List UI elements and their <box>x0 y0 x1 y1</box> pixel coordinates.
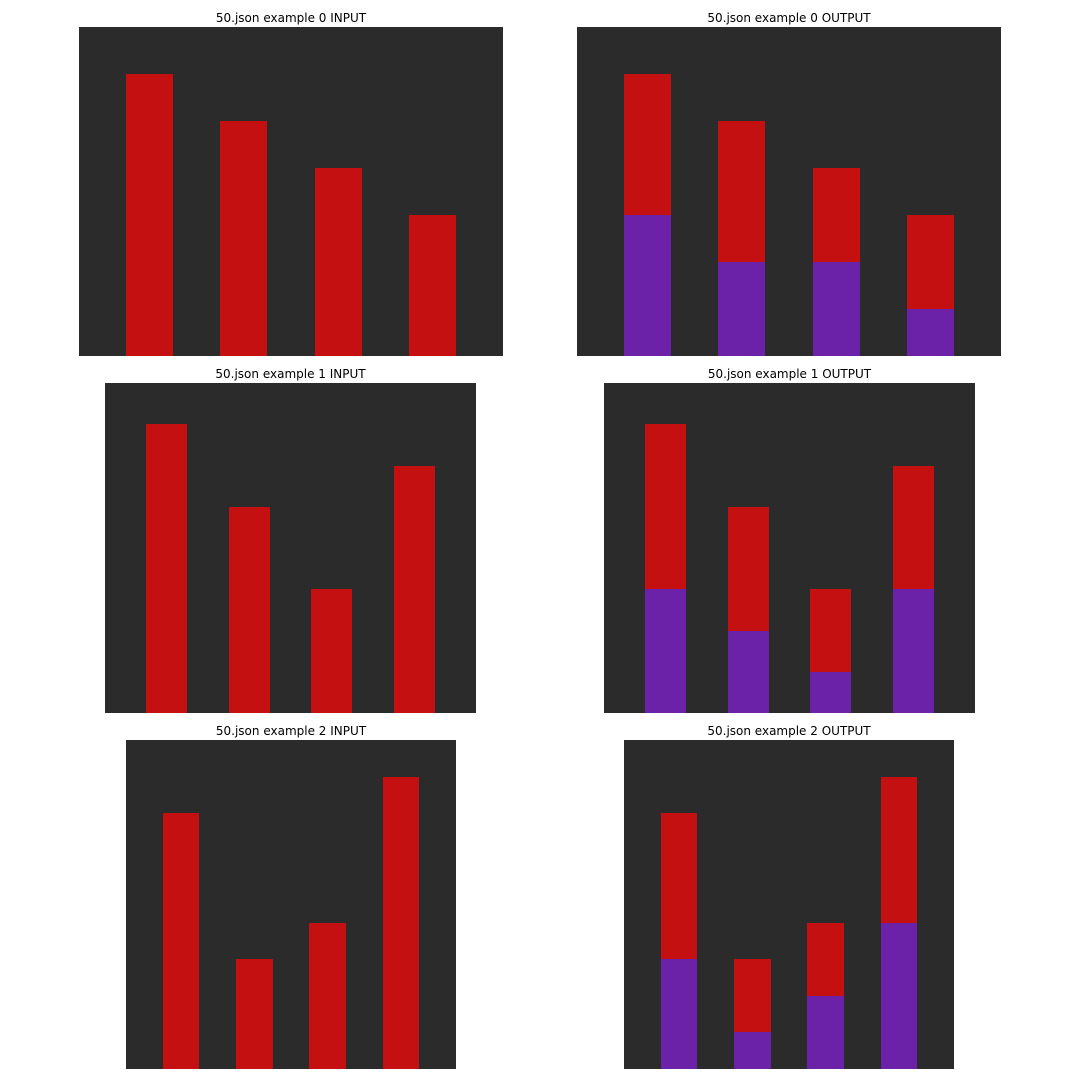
bar-4 <box>393 465 435 713</box>
bar-1 <box>126 74 174 356</box>
bar-2 <box>220 121 268 356</box>
bar-4 <box>408 215 456 356</box>
bar-1-fill <box>645 589 687 713</box>
bar-3-fill <box>812 262 860 356</box>
panel-title: 50.json example 0 INPUT <box>215 11 367 25</box>
panel-example-2-input: 50.json example 2 INPUT <box>126 723 456 1069</box>
bar-3 <box>309 922 346 1069</box>
bar-3-fill <box>807 995 844 1069</box>
bar-3-fill <box>810 671 852 713</box>
panel-example-2-output: 50.json example 2 OUTPUT <box>624 723 954 1069</box>
bar-2 <box>236 959 273 1069</box>
bar-3 <box>311 589 353 713</box>
grid <box>79 27 503 356</box>
panel-title: 50.json example 1 INPUT <box>215 367 366 381</box>
panel-example-1-output: 50.json example 1 OUTPUT <box>604 366 975 713</box>
bar-1-fill <box>660 959 698 1069</box>
bar-4-fill <box>906 309 954 356</box>
panel-title: 50.json example 0 OUTPUT <box>707 11 871 25</box>
panel-title: 50.json example 1 OUTPUT <box>707 367 872 381</box>
grid <box>577 27 1001 356</box>
bar-1 <box>162 813 200 1069</box>
bar-2-fill <box>727 630 769 713</box>
bar-4-fill <box>892 589 934 713</box>
bar-4 <box>382 776 420 1069</box>
grid <box>105 383 476 713</box>
panel-example-0-input: 50.json example 0 INPUT <box>79 10 503 356</box>
bar-2-fill <box>718 262 766 356</box>
bar-4-fill <box>880 922 918 1069</box>
panel-title: 50.json example 2 OUTPUT <box>707 724 871 738</box>
bar-3 <box>314 168 362 356</box>
panel-example-0-output: 50.json example 0 OUTPUT <box>577 10 1001 356</box>
panel-example-1-input: 50.json example 1 INPUT <box>105 366 476 713</box>
bar-2 <box>228 506 270 713</box>
grid <box>604 383 975 713</box>
bar-1 <box>146 424 188 713</box>
bar-1-fill <box>624 215 672 356</box>
bar-2-fill <box>734 1032 771 1069</box>
panel-title: 50.json example 2 INPUT <box>215 724 367 738</box>
grid <box>624 740 954 1069</box>
grid <box>126 740 456 1069</box>
